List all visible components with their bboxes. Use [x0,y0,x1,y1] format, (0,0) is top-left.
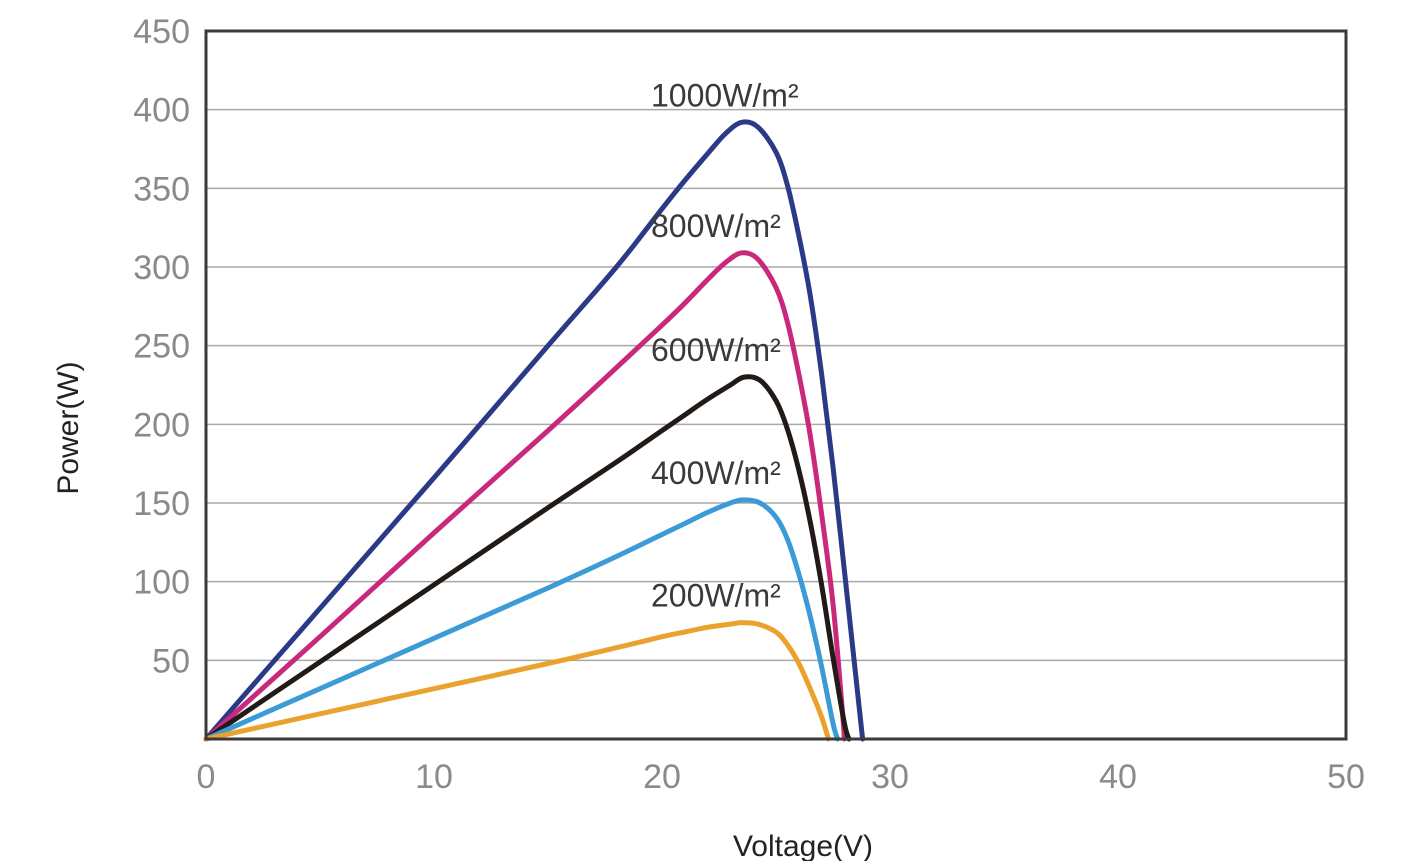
y-tick-labels: 50 100 150 200 250 300 350 400 450 [133,13,190,680]
series-labels: 1000W/m² 800W/m² 600W/m² 400W/m² 200W/m² [651,77,799,613]
series-line-0 [203,119,866,742]
series-label: 800W/m² [651,208,781,244]
y-tick-label: 400 [133,92,190,130]
plot-frame [204,29,1348,741]
y-tick-label: 200 [133,406,190,444]
series-label: 600W/m² [651,332,781,368]
y-tick-label: 250 [133,328,190,366]
series-line-4 [203,620,831,742]
x-tick-labels: 0 10 20 30 40 50 [197,758,1365,796]
x-tick-label: 20 [643,758,681,796]
x-tick-label: 30 [871,758,909,796]
y-tick-label: 350 [133,170,190,208]
series-lines [203,119,866,742]
series-label: 200W/m² [651,578,781,614]
x-tick-label: 40 [1099,758,1137,796]
series-line-1 [203,250,847,742]
y-axis-label: Power(W) [52,361,85,494]
series-label: 1000W/m² [651,77,799,113]
series-label: 400W/m² [651,455,781,491]
y-tick-label: 300 [133,249,190,287]
y-tick-label: 100 [133,564,190,602]
x-tick-label: 50 [1327,758,1365,796]
x-tick-label: 10 [415,758,453,796]
y-tick-label: 50 [152,642,190,680]
y-tick-label: 450 [133,13,190,51]
series-line-2 [203,374,852,742]
x-axis-label: Voltage(V) [733,830,873,861]
series-line-3 [203,497,841,742]
x-tick-label: 0 [197,758,216,796]
y-tick-label: 150 [133,485,190,523]
